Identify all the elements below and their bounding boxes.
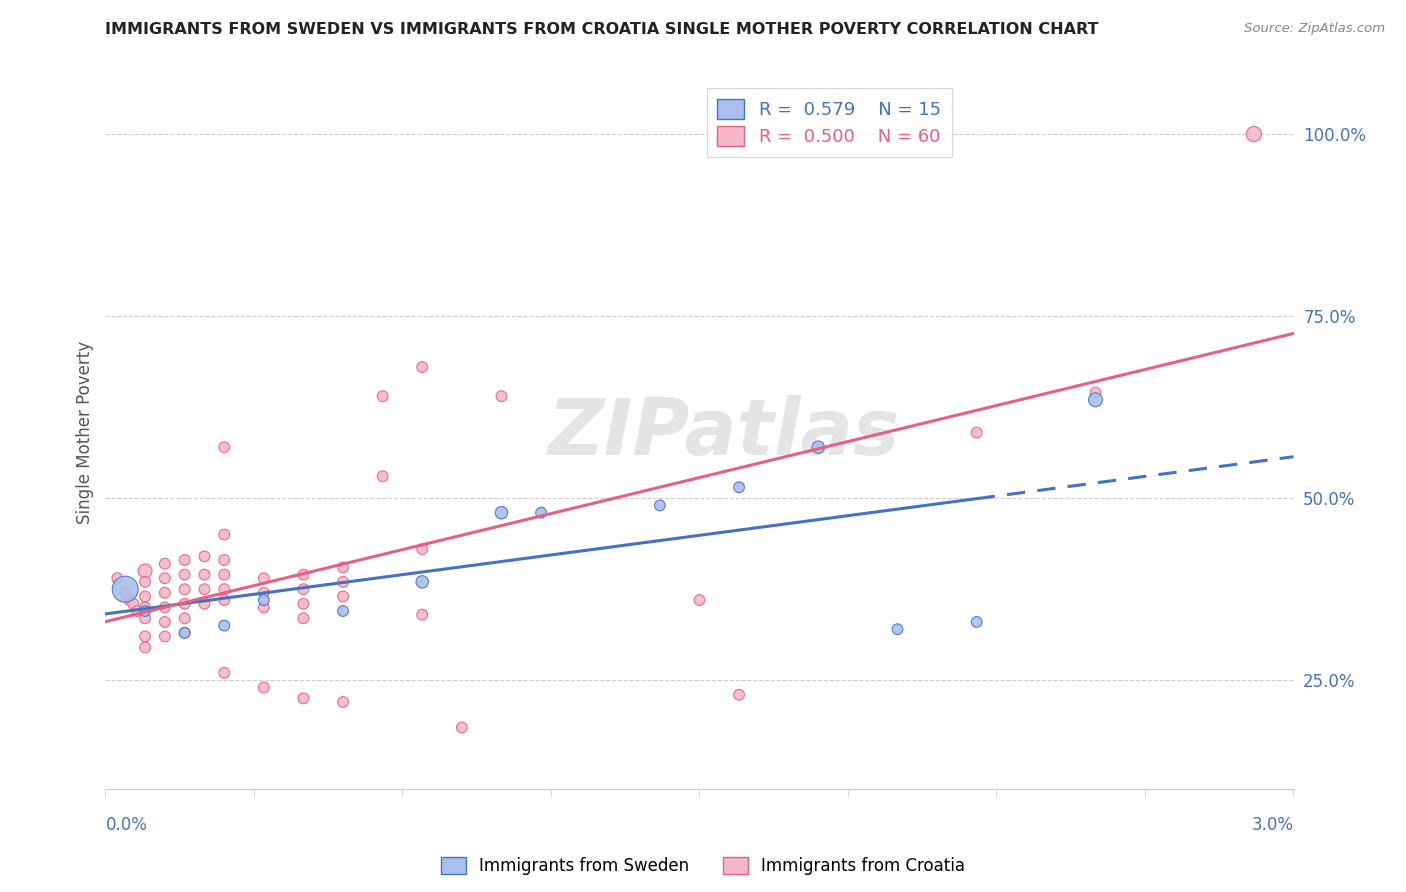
- Text: |: |: [1292, 789, 1295, 798]
- Text: |: |: [550, 789, 553, 798]
- Point: [134, 630, 156, 644]
- Point: [134, 611, 156, 625]
- Point: [134, 564, 156, 578]
- Text: |: |: [104, 789, 107, 798]
- Point: [491, 506, 513, 520]
- Text: |: |: [697, 789, 702, 798]
- Point: [292, 582, 315, 597]
- Point: [153, 630, 176, 644]
- Point: [728, 480, 751, 494]
- Point: [134, 604, 156, 618]
- Text: |: |: [401, 789, 404, 798]
- Point: [807, 440, 830, 454]
- Point: [173, 625, 195, 640]
- Point: [292, 691, 315, 706]
- Point: [214, 593, 236, 607]
- Text: ZIPatlas: ZIPatlas: [547, 394, 900, 471]
- Point: [134, 590, 156, 604]
- Point: [728, 688, 751, 702]
- Text: |: |: [846, 789, 849, 798]
- Point: [450, 721, 472, 735]
- Point: [173, 553, 195, 567]
- Point: [214, 440, 236, 454]
- Point: [153, 557, 176, 571]
- Point: [153, 600, 176, 615]
- Point: [332, 560, 354, 574]
- Point: [134, 574, 156, 589]
- Point: [193, 582, 215, 597]
- Point: [371, 469, 394, 483]
- Point: [173, 597, 195, 611]
- Point: [193, 549, 215, 564]
- Point: [411, 542, 433, 557]
- Point: [134, 640, 156, 655]
- Point: [193, 597, 215, 611]
- Point: [173, 582, 195, 597]
- Point: [292, 597, 315, 611]
- Point: [153, 571, 176, 585]
- Text: 0.0%: 0.0%: [105, 816, 148, 834]
- Point: [114, 586, 136, 600]
- Point: [411, 607, 433, 622]
- Y-axis label: Single Mother Poverty: Single Mother Poverty: [76, 341, 94, 524]
- Text: |: |: [253, 789, 256, 798]
- Legend: Immigrants from Sweden, Immigrants from Croatia: Immigrants from Sweden, Immigrants from …: [441, 856, 965, 875]
- Point: [214, 567, 236, 582]
- Text: |: |: [995, 789, 998, 798]
- Point: [253, 593, 276, 607]
- Point: [292, 567, 315, 582]
- Point: [411, 360, 433, 375]
- Point: [332, 590, 354, 604]
- Point: [253, 571, 276, 585]
- Point: [173, 625, 195, 640]
- Point: [214, 527, 236, 541]
- Point: [1243, 127, 1265, 141]
- Point: [1084, 385, 1107, 400]
- Point: [122, 597, 145, 611]
- Point: [105, 571, 128, 585]
- Text: 3.0%: 3.0%: [1251, 816, 1294, 834]
- Point: [193, 567, 215, 582]
- Point: [648, 499, 671, 513]
- Legend: R =  0.579    N = 15, R =  0.500    N = 60: R = 0.579 N = 15, R = 0.500 N = 60: [706, 88, 952, 157]
- Point: [153, 615, 176, 629]
- Point: [118, 593, 141, 607]
- Point: [214, 582, 236, 597]
- Point: [214, 618, 236, 632]
- Point: [173, 567, 195, 582]
- Text: |: |: [1143, 789, 1146, 798]
- Point: [173, 611, 195, 625]
- Point: [332, 604, 354, 618]
- Point: [214, 553, 236, 567]
- Point: [371, 389, 394, 403]
- Point: [332, 695, 354, 709]
- Point: [134, 600, 156, 615]
- Point: [253, 681, 276, 695]
- Point: [292, 611, 315, 625]
- Point: [411, 574, 433, 589]
- Point: [689, 593, 711, 607]
- Text: Source: ZipAtlas.com: Source: ZipAtlas.com: [1244, 22, 1385, 36]
- Point: [530, 506, 553, 520]
- Point: [966, 615, 988, 629]
- Point: [253, 600, 276, 615]
- Point: [886, 622, 908, 636]
- Point: [253, 586, 276, 600]
- Point: [1084, 392, 1107, 407]
- Point: [153, 586, 176, 600]
- Point: [127, 604, 149, 618]
- Point: [332, 574, 354, 589]
- Point: [214, 665, 236, 680]
- Text: IMMIGRANTS FROM SWEDEN VS IMMIGRANTS FROM CROATIA SINGLE MOTHER POVERTY CORRELAT: IMMIGRANTS FROM SWEDEN VS IMMIGRANTS FRO…: [105, 22, 1099, 37]
- Point: [491, 389, 513, 403]
- Point: [966, 425, 988, 440]
- Point: [114, 582, 136, 597]
